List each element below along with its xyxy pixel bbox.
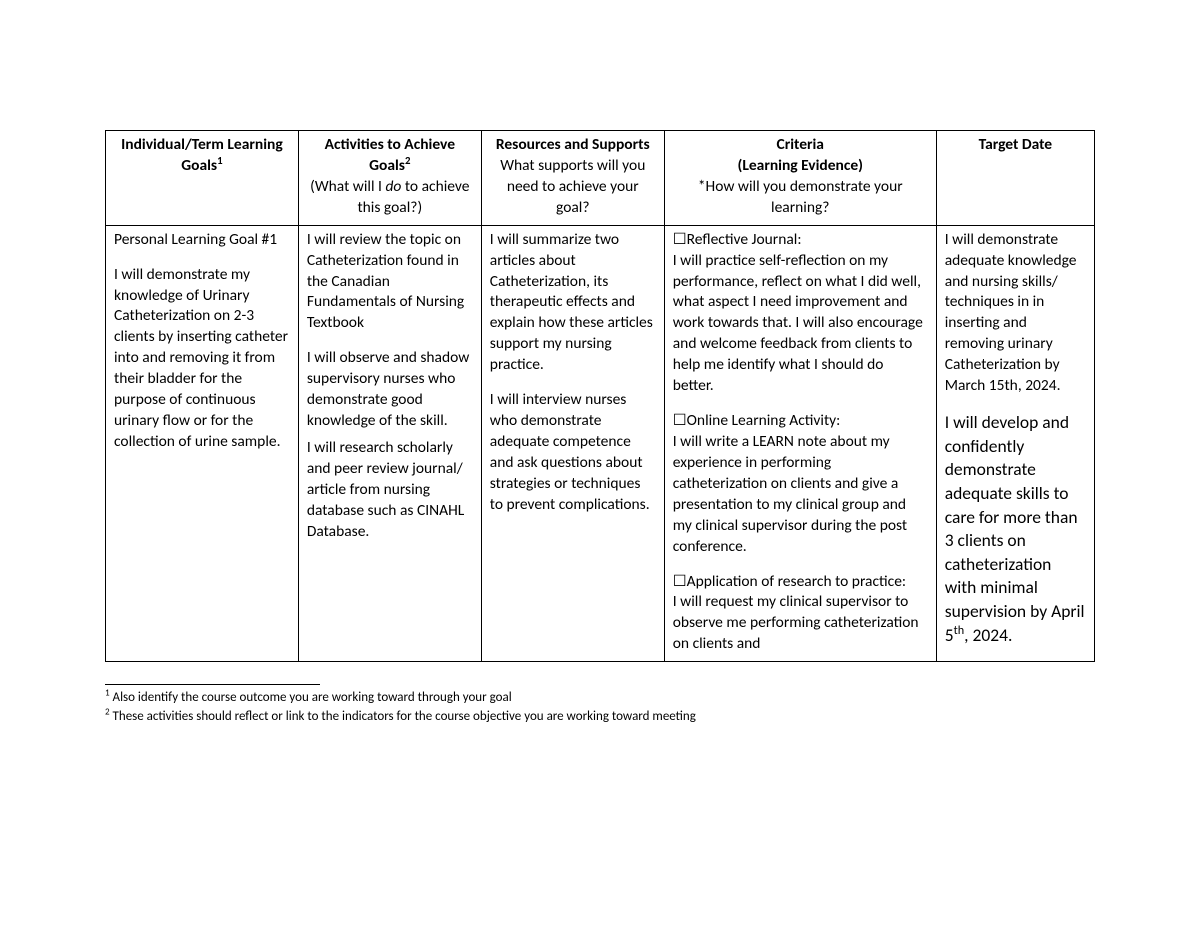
target-para: I will demonstrate adequate knowledge an… (945, 230, 1086, 397)
criteria-body: I will practice self-reflection on my pe… (673, 251, 923, 396)
criteria-heading: Online Learning Activity: (687, 411, 841, 430)
criteria-section: ☐Reflective Journal: I will practice sel… (673, 230, 928, 397)
footnote: 2 These activities should reflect or lin… (105, 708, 1095, 727)
checkbox-icon: ☐ (673, 573, 687, 590)
cell-target-date: I will demonstrate adequate knowledge an… (936, 225, 1094, 662)
cell-goal: Personal Learning Goal #1 I will demonst… (106, 225, 299, 662)
checkbox-icon: ☐ (673, 231, 687, 248)
header-goals: Individual/Term Learning Goals1 (106, 131, 299, 226)
footnote-separator (105, 684, 320, 685)
cell-activities: I will review the topic on Catheterizati… (298, 225, 481, 662)
activity-para: I will research scholarly and peer revie… (307, 438, 473, 543)
document-page: Individual/Term Learning Goals1 Activiti… (0, 0, 1200, 727)
table-row: Personal Learning Goal #1 I will demonst… (106, 225, 1095, 662)
header-resources: Resources and Supports What supports wil… (481, 131, 664, 226)
criteria-heading: Application of research to practice: (687, 572, 906, 591)
cell-criteria: ☐Reflective Journal: I will practice sel… (664, 225, 936, 662)
footnotes: 1 Also identify the course outcome you a… (105, 684, 1095, 727)
resource-para: I will interview nurses who demonstrate … (490, 390, 656, 516)
activity-para: I will review the topic on Catheterizati… (307, 230, 473, 335)
resource-para: I will summarize two articles about Cath… (490, 230, 656, 376)
checkbox-icon: ☐ (673, 412, 687, 429)
footnote: 1 Also identify the course outcome you a… (105, 689, 1095, 708)
header-activities: Activities to Achieve Goals2 (What will … (298, 131, 481, 226)
criteria-body: I will write a LEARN note about my exper… (673, 432, 907, 556)
target-para: I will develop and confidently demonstra… (945, 411, 1086, 647)
criteria-body: I will request my clinical supervisor to… (673, 592, 919, 653)
header-target-date: Target Date (936, 131, 1094, 226)
goal-body: I will demonstrate my knowledge of Urina… (114, 265, 290, 453)
header-criteria: Criteria (Learning Evidence) *How will y… (664, 131, 936, 226)
criteria-section: ☐Online Learning Activity: I will write … (673, 411, 928, 557)
criteria-section: ☐Application of research to practice: I … (673, 572, 928, 656)
criteria-heading: Reflective Journal: (687, 230, 802, 249)
activity-para: I will observe and shadow supervisory nu… (307, 348, 473, 432)
cell-resources: I will summarize two articles about Cath… (481, 225, 664, 662)
goal-title: Personal Learning Goal #1 (114, 230, 290, 251)
learning-plan-table: Individual/Term Learning Goals1 Activiti… (105, 130, 1095, 662)
table-header-row: Individual/Term Learning Goals1 Activiti… (106, 131, 1095, 226)
